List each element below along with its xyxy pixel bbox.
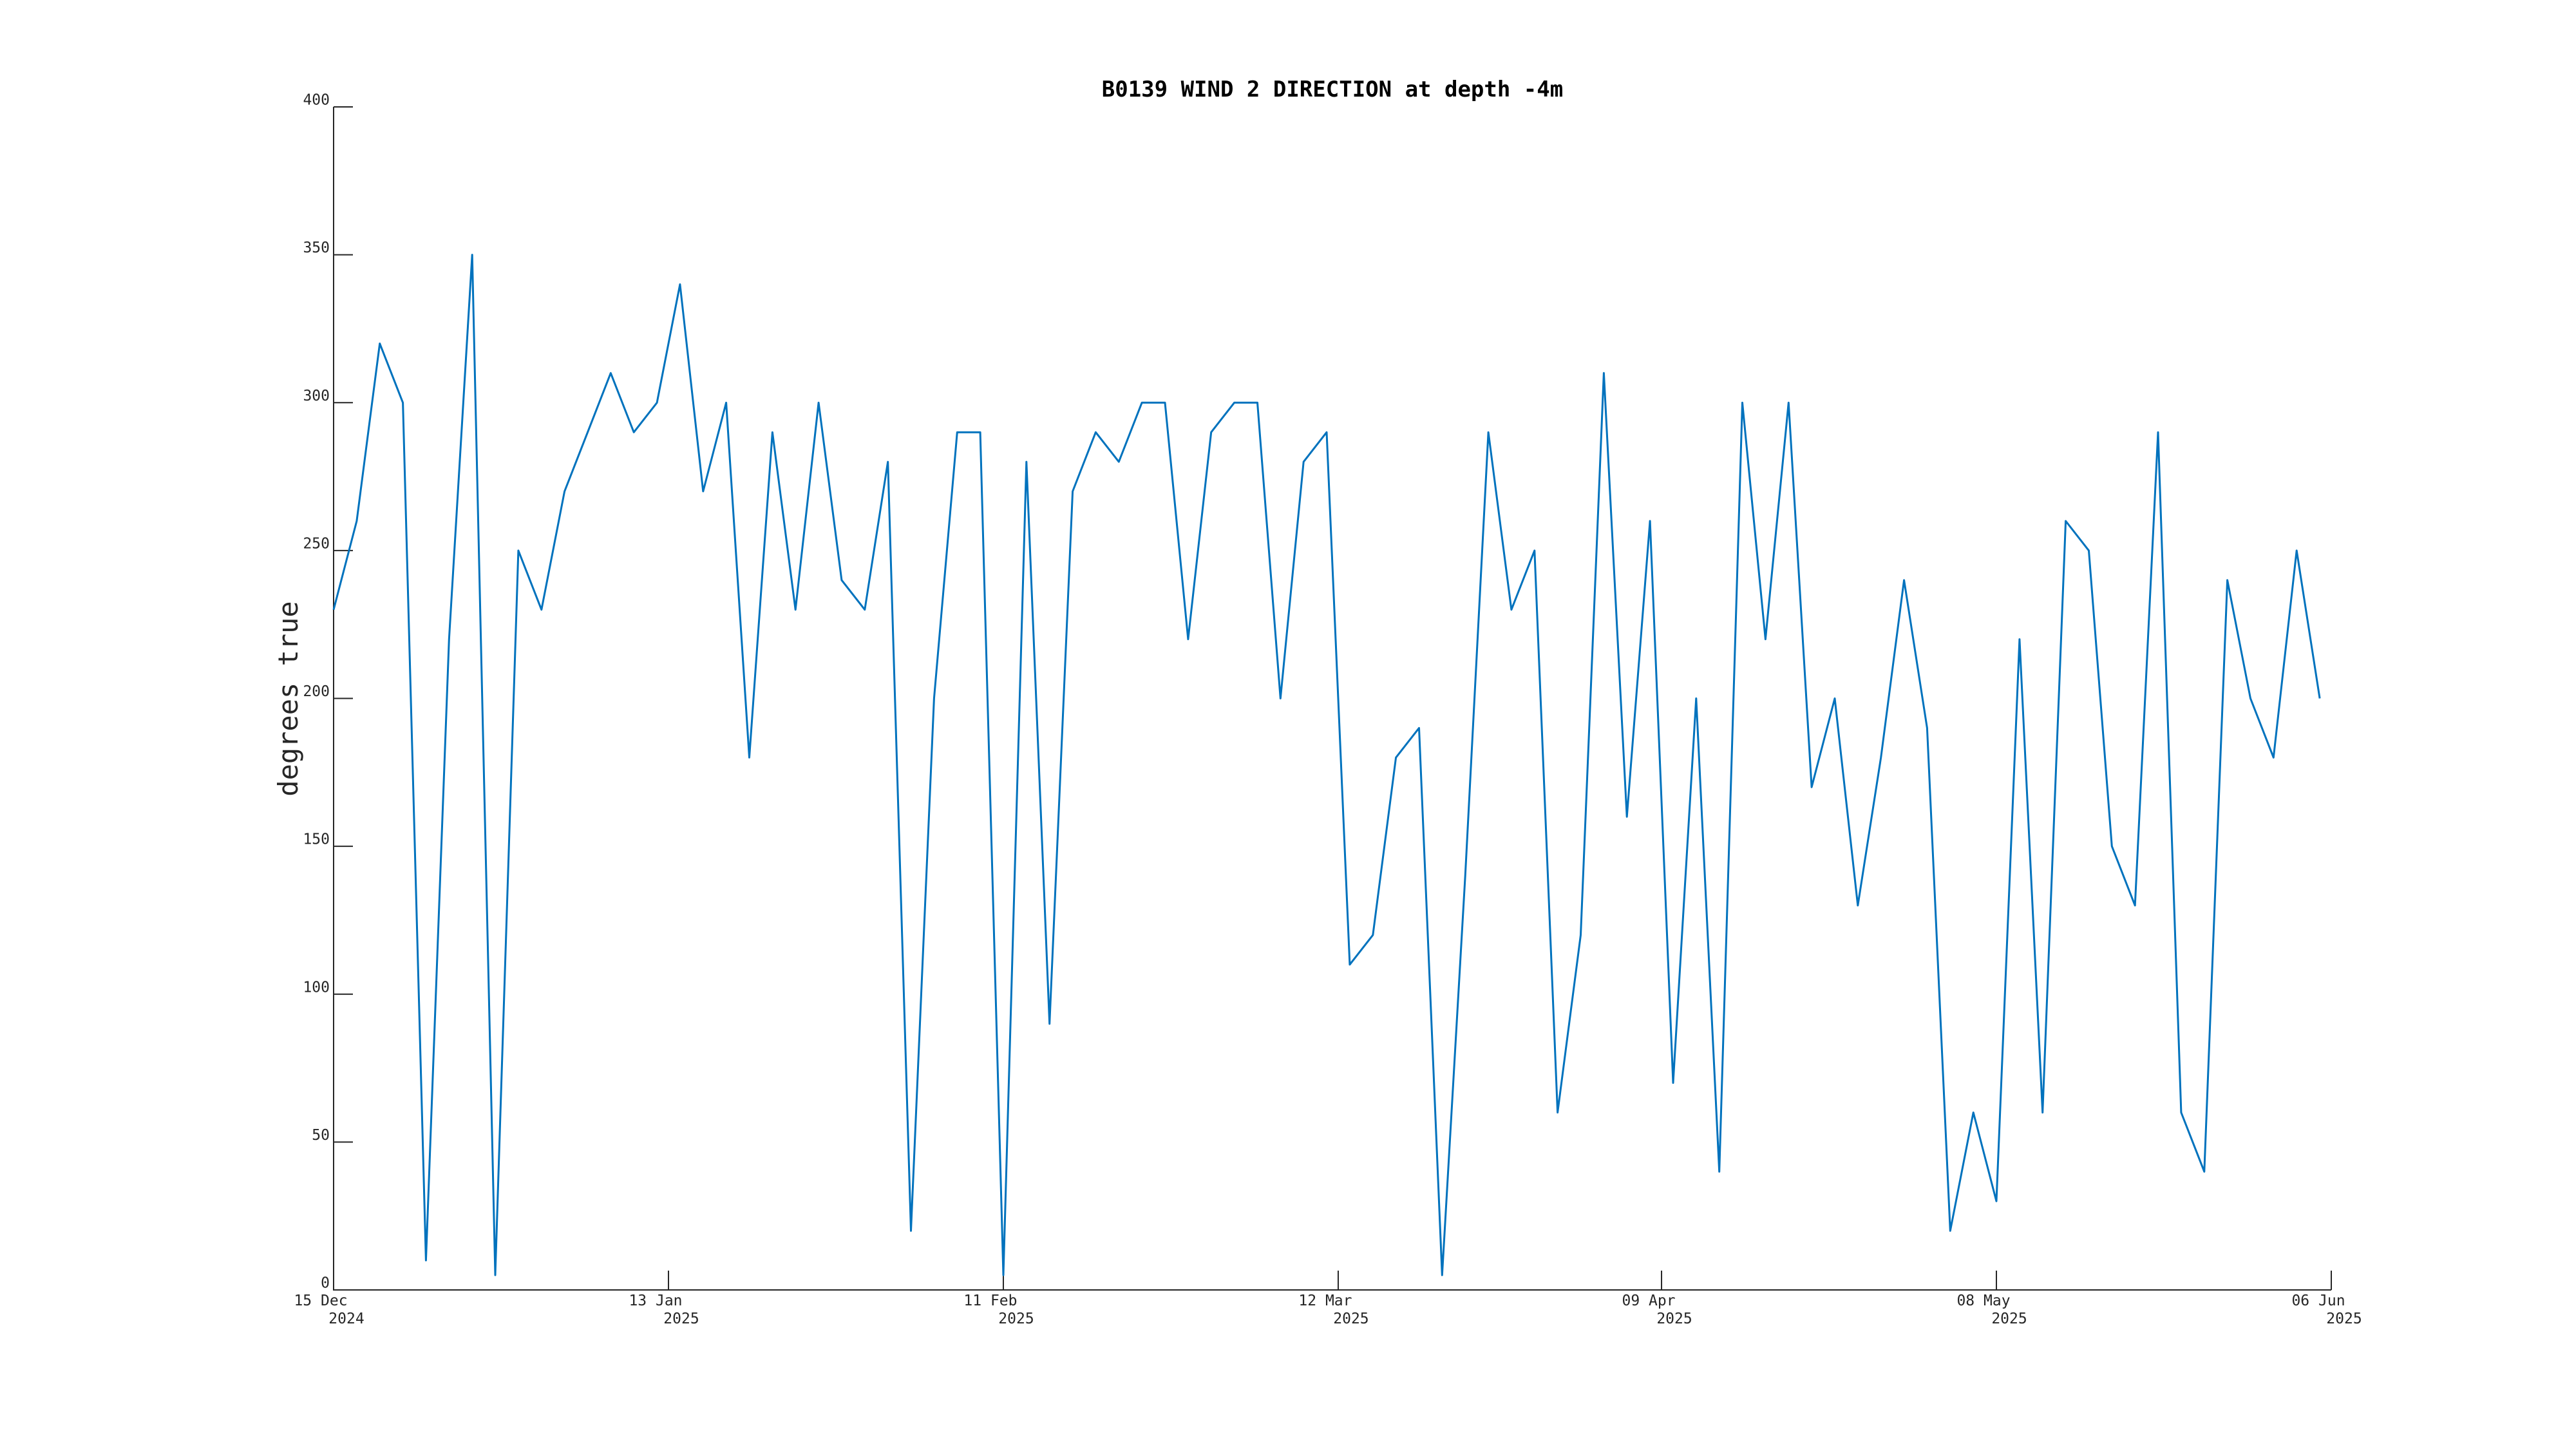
x-tick-label: 11 Feb 2025 [963, 1293, 1034, 1327]
y-tick-label: 200 [303, 683, 330, 700]
y-tick-label: 50 [312, 1127, 330, 1144]
y-tick-label: 400 [303, 92, 330, 109]
x-tick-label-line: 09 Apr [1622, 1293, 1675, 1309]
x-tick-label-line: 2025 [1991, 1311, 2027, 1327]
x-tick-label: 15 Dec 2024 [294, 1293, 364, 1327]
x-tick-label-line: 2025 [663, 1311, 699, 1327]
x-tick-label-line: 2025 [998, 1311, 1034, 1327]
x-tick-label-line: 13 Jan [629, 1293, 682, 1309]
x-tick-label-line: 2025 [2326, 1311, 2362, 1327]
x-tick-label: 13 Jan 2025 [629, 1293, 699, 1327]
x-tick-label-line: 06 Jun [2291, 1293, 2345, 1309]
y-axis-label: degrees true [272, 601, 304, 796]
x-tick-label-line: 2024 [328, 1311, 364, 1327]
x-tick-label: 09 Apr 2025 [1622, 1293, 1692, 1327]
y-tick-label: 150 [303, 831, 330, 848]
y-tick-label: 250 [303, 535, 330, 552]
y-tick-label: 100 [303, 979, 330, 996]
x-tick-label: 08 May 2025 [1956, 1293, 2027, 1327]
x-tick-label-line: 2025 [1333, 1311, 1368, 1327]
x-tick-label-line: 11 Feb [963, 1293, 1017, 1309]
x-tick-label: 06 Jun 2025 [2291, 1293, 2362, 1327]
y-tick-label: 350 [303, 240, 330, 256]
y-tick-label: 0 [321, 1275, 330, 1292]
data-line [332, 254, 2321, 1276]
y-tick-label: 300 [303, 388, 330, 404]
x-tick-label: 12 Mar 2025 [1298, 1293, 1368, 1327]
x-tick-label-line: 12 Mar [1298, 1293, 1352, 1309]
chart-title: B0139 WIND 2 DIRECTION at depth -4m [1102, 77, 1563, 102]
x-tick-label-line: 15 Dec [294, 1293, 347, 1309]
x-tick-label-line: 2025 [1656, 1311, 1692, 1327]
x-tick-label-line: 08 May [1956, 1293, 2010, 1309]
